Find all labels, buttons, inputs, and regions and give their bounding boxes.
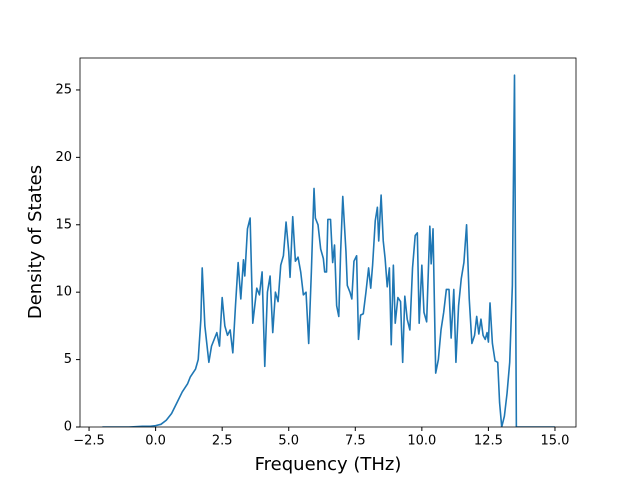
x-tick-label: 10.0: [407, 434, 436, 449]
y-tick-label: 5: [64, 352, 72, 367]
y-tick-label: 20: [55, 150, 72, 165]
x-tick-label: 12.5: [474, 434, 503, 449]
y-tick-label: 15: [55, 217, 72, 232]
plot-frame: [79, 57, 577, 428]
y-tick-label: 25: [55, 82, 72, 97]
y-tick-label: 0: [64, 420, 72, 435]
x-tick-label: 2.5: [212, 434, 233, 449]
y-tick-label: 10: [55, 285, 72, 300]
x-tick-label: 15.0: [540, 434, 569, 449]
x-axis-label: Frequency (THz): [255, 454, 402, 475]
y-axis-label: Density of States: [25, 165, 46, 319]
x-tick-label: 7.5: [345, 434, 366, 449]
dos-line: [102, 74, 555, 427]
x-tick-label: −2.5: [73, 434, 105, 449]
x-tick-label: 0.0: [145, 434, 166, 449]
x-tick-label: 5.0: [278, 434, 299, 449]
